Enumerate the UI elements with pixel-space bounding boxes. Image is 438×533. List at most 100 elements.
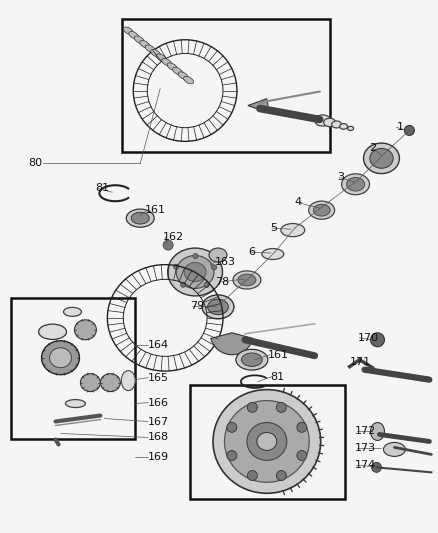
Ellipse shape <box>140 41 150 48</box>
Text: 171: 171 <box>350 357 371 367</box>
Circle shape <box>371 333 385 347</box>
Text: 163: 163 <box>215 257 236 267</box>
Circle shape <box>180 282 186 287</box>
Ellipse shape <box>167 63 177 70</box>
Ellipse shape <box>370 148 393 168</box>
Text: 164: 164 <box>148 340 170 350</box>
Text: 161: 161 <box>268 350 289 360</box>
Ellipse shape <box>156 54 166 61</box>
Ellipse shape <box>39 324 67 340</box>
Ellipse shape <box>176 255 214 288</box>
Ellipse shape <box>404 125 414 135</box>
Ellipse shape <box>151 50 161 57</box>
Wedge shape <box>211 333 253 355</box>
Ellipse shape <box>233 271 261 289</box>
Text: 80: 80 <box>28 158 43 168</box>
Ellipse shape <box>49 348 71 368</box>
Ellipse shape <box>162 59 172 66</box>
Circle shape <box>204 282 209 287</box>
Ellipse shape <box>332 121 342 128</box>
Ellipse shape <box>238 274 256 286</box>
Ellipse shape <box>81 374 100 392</box>
Circle shape <box>227 422 237 432</box>
Ellipse shape <box>257 432 277 450</box>
Ellipse shape <box>124 27 133 35</box>
Circle shape <box>247 471 258 481</box>
Ellipse shape <box>42 341 79 375</box>
Ellipse shape <box>281 223 305 237</box>
Ellipse shape <box>247 423 287 461</box>
Text: 166: 166 <box>148 398 169 408</box>
Ellipse shape <box>371 423 385 440</box>
Circle shape <box>247 402 258 413</box>
Ellipse shape <box>364 143 399 174</box>
Ellipse shape <box>313 204 330 216</box>
Ellipse shape <box>173 67 183 75</box>
Circle shape <box>297 450 307 461</box>
Text: 4: 4 <box>295 197 302 207</box>
Circle shape <box>227 450 237 461</box>
Ellipse shape <box>236 349 268 370</box>
Text: 3: 3 <box>338 172 345 182</box>
Text: 161: 161 <box>145 205 166 215</box>
Ellipse shape <box>145 45 155 52</box>
Text: 162: 162 <box>163 232 184 242</box>
Ellipse shape <box>131 212 149 224</box>
Bar <box>190 385 345 499</box>
Ellipse shape <box>262 248 284 260</box>
Circle shape <box>193 254 198 259</box>
Ellipse shape <box>225 401 309 482</box>
Ellipse shape <box>339 124 348 129</box>
Text: 1: 1 <box>396 123 403 132</box>
Text: 79: 79 <box>190 301 205 311</box>
Ellipse shape <box>126 209 154 227</box>
Bar <box>122 19 330 152</box>
Ellipse shape <box>64 308 81 317</box>
Circle shape <box>174 264 179 269</box>
Ellipse shape <box>134 36 144 44</box>
Ellipse shape <box>202 295 234 319</box>
Ellipse shape <box>129 31 139 39</box>
Circle shape <box>297 422 307 432</box>
Ellipse shape <box>314 115 331 126</box>
Ellipse shape <box>178 72 188 79</box>
Ellipse shape <box>208 299 228 314</box>
Ellipse shape <box>74 320 96 340</box>
Ellipse shape <box>309 201 335 219</box>
Ellipse shape <box>346 177 365 191</box>
Circle shape <box>163 240 173 250</box>
Ellipse shape <box>209 248 227 262</box>
Ellipse shape <box>241 353 262 367</box>
Ellipse shape <box>348 126 353 131</box>
Ellipse shape <box>324 118 336 127</box>
Text: 165: 165 <box>148 373 169 383</box>
Text: 174: 174 <box>355 461 376 470</box>
Text: 173: 173 <box>355 443 376 454</box>
Ellipse shape <box>184 76 194 84</box>
Text: 78: 78 <box>215 277 229 287</box>
Circle shape <box>371 462 381 472</box>
Text: 168: 168 <box>148 432 170 442</box>
Text: 2: 2 <box>370 143 377 154</box>
Bar <box>11 298 135 439</box>
Circle shape <box>276 471 286 481</box>
Circle shape <box>212 265 217 270</box>
Ellipse shape <box>384 442 406 456</box>
Ellipse shape <box>121 370 135 391</box>
Ellipse shape <box>213 390 321 493</box>
Circle shape <box>276 402 286 413</box>
Text: 172: 172 <box>355 426 376 437</box>
Text: 81: 81 <box>95 183 110 193</box>
Text: 170: 170 <box>357 333 379 343</box>
Ellipse shape <box>168 248 223 296</box>
Text: 81: 81 <box>270 372 284 382</box>
Text: 6: 6 <box>248 247 255 257</box>
Ellipse shape <box>184 263 206 281</box>
Ellipse shape <box>342 174 370 195</box>
Text: 5: 5 <box>270 223 277 233</box>
Wedge shape <box>248 99 268 112</box>
Text: 169: 169 <box>148 453 170 463</box>
Ellipse shape <box>100 374 120 392</box>
Text: 167: 167 <box>148 416 170 426</box>
Ellipse shape <box>66 400 85 408</box>
